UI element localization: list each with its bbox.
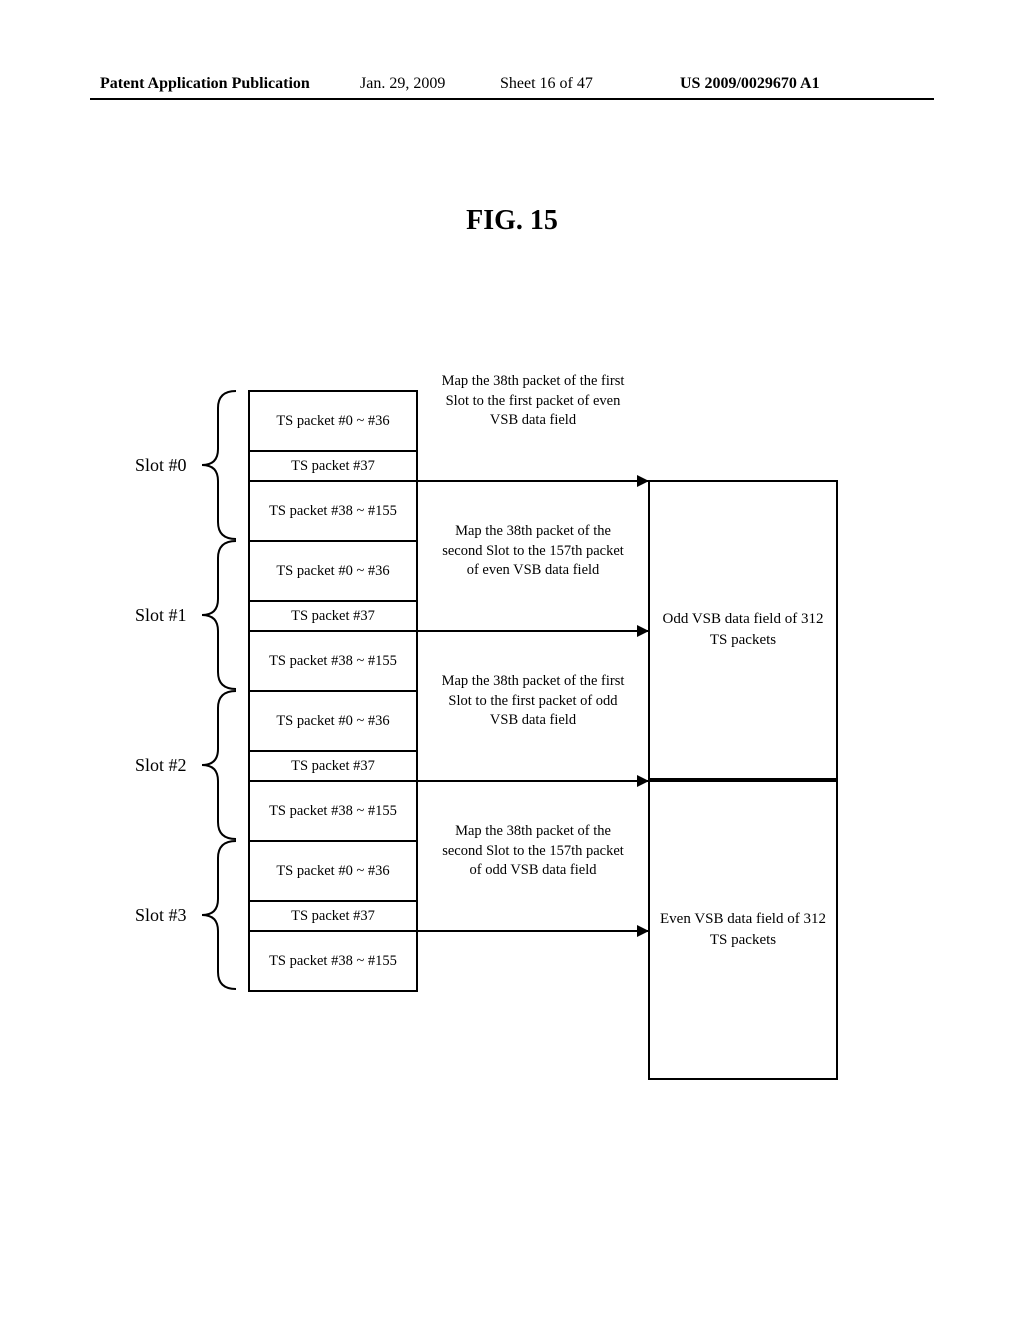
header-pubnum: US 2009/0029670 A1 [680,75,820,93]
slot-cell: TS packet #38 ~ #155 [250,482,416,542]
slot-brace [200,688,240,842]
slot-cell: TS packet #37 [250,452,416,482]
slot-brace [200,538,240,692]
slot-column: TS packet #0 ~ #36TS packet #37TS packet… [248,390,418,542]
slot-label: Slot #1 [135,605,205,626]
diagram: Slot #0 TS packet #0 ~ #36TS packet #37T… [0,390,1024,1110]
header-sheet: Sheet 16 of 47 [500,75,593,93]
slot-column: TS packet #0 ~ #36TS packet #37TS packet… [248,840,418,992]
slot-cell: TS packet #38 ~ #155 [250,932,416,992]
slot-label: Slot #3 [135,905,205,926]
slot-brace [200,838,240,992]
slot-column: TS packet #0 ~ #36TS packet #37TS packet… [248,540,418,692]
mapping-arrow [418,480,648,482]
slot-cell: TS packet #0 ~ #36 [250,542,416,602]
slot-cell: TS packet #37 [250,602,416,632]
slot-cell: TS packet #38 ~ #155 [250,782,416,842]
header-publication: Patent Application Publication [100,75,310,93]
slot-column: TS packet #0 ~ #36TS packet #37TS packet… [248,690,418,842]
slot-label: Slot #2 [135,755,205,776]
vsb-field-box: Odd VSB data field of 312 TS packets [648,480,838,780]
slot-cell: TS packet #37 [250,752,416,782]
mapping-text: Map the 38th packet of the second Slot t… [438,822,628,881]
mapping-arrow [418,630,648,632]
slot-cell: TS packet #38 ~ #155 [250,632,416,692]
slot-cell: TS packet #37 [250,902,416,932]
slot-cell: TS packet #0 ~ #36 [250,692,416,752]
slot-cell: TS packet #0 ~ #36 [250,842,416,902]
mapping-text: Map the 38th packet of the first Slot to… [438,672,628,731]
slot-brace [200,388,240,542]
figure-title: FIG. 15 [0,205,1024,237]
header-date: Jan. 29, 2009 [360,75,445,93]
slot-cell: TS packet #0 ~ #36 [250,392,416,452]
slot-label: Slot #0 [135,455,205,476]
mapping-arrow [418,780,648,782]
vsb-field-box: Even VSB data field of 312 TS packets [648,780,838,1080]
header-rule [90,98,934,100]
mapping-text: Map the 38th packet of the first Slot to… [438,372,628,431]
mapping-text: Map the 38th packet of the second Slot t… [438,522,628,581]
mapping-arrow [418,930,648,932]
